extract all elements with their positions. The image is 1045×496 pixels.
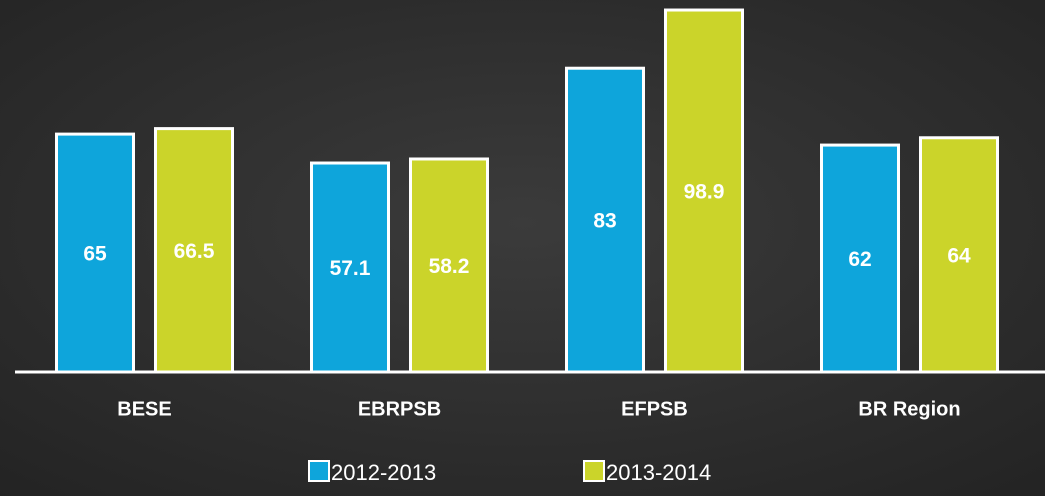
data-label: 98.9 <box>684 181 725 204</box>
data-label: 64 <box>947 244 971 267</box>
bar <box>820 143 900 374</box>
data-label: 57.1 <box>330 257 371 280</box>
bar <box>919 136 999 374</box>
data-label: 65 <box>83 243 107 266</box>
x-tick-label: BR Region <box>858 398 960 420</box>
data-label: 58.2 <box>429 255 470 278</box>
data-label: 62 <box>848 248 871 271</box>
bar <box>409 157 489 374</box>
bar <box>154 127 234 374</box>
bar <box>310 161 390 374</box>
data-label: 83 <box>593 210 616 233</box>
x-tick-label: EFPSB <box>621 398 688 420</box>
legend-swatch <box>308 460 330 482</box>
legend-label: 2013-2014 <box>606 460 711 485</box>
x-tick-label: EBRPSB <box>358 398 441 420</box>
legend-label: 2012-2013 <box>331 460 436 485</box>
bar <box>565 66 645 374</box>
x-tick-label: BESE <box>117 398 171 420</box>
bar <box>664 8 744 374</box>
data-label: 66.5 <box>174 240 215 263</box>
legend-swatch <box>583 460 605 482</box>
bar <box>55 132 135 374</box>
